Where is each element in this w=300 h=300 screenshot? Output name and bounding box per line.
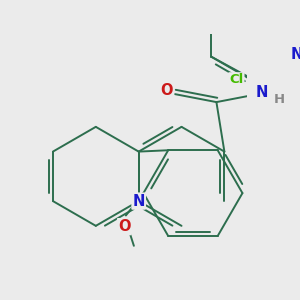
Text: N: N xyxy=(256,85,268,100)
Text: H: H xyxy=(274,93,285,106)
Text: N: N xyxy=(291,47,300,62)
Text: Cl: Cl xyxy=(229,73,244,86)
Text: O: O xyxy=(161,83,173,98)
Text: O: O xyxy=(118,219,130,234)
Text: N: N xyxy=(133,194,145,208)
